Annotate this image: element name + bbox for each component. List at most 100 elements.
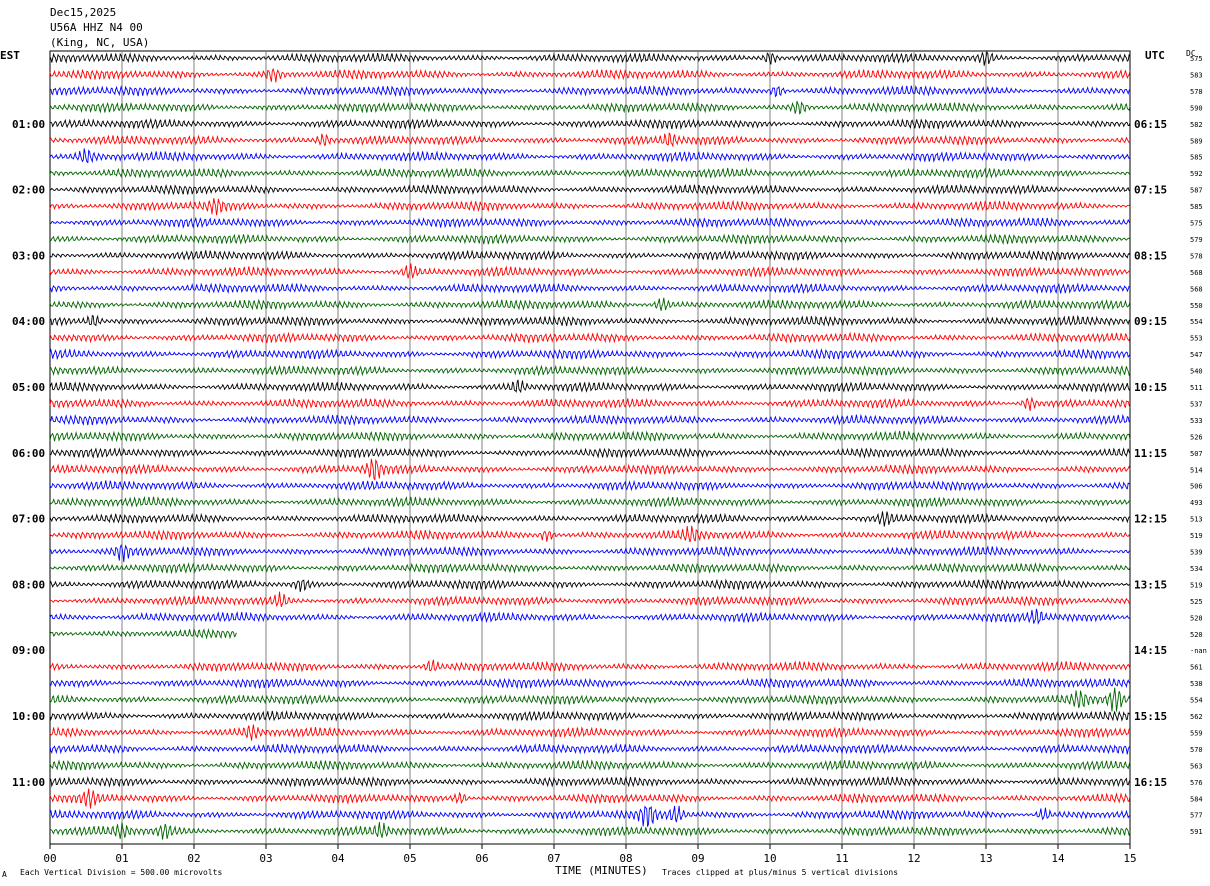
dc-offset-value: 563 [1190, 762, 1203, 770]
dc-offset-value: 568 [1190, 269, 1203, 277]
left-time-label: 06:00 [12, 447, 45, 460]
right-time-label: 15:15 [1134, 710, 1167, 723]
left-time-label: 08:00 [12, 578, 45, 591]
dc-offset-value: 540 [1190, 368, 1203, 376]
seismic-trace [49, 805, 1131, 827]
seismic-trace [50, 543, 1131, 563]
dc-offset-value: 526 [1190, 433, 1203, 441]
dc-offset-value: 590 [1190, 104, 1203, 112]
seismic-trace [49, 788, 1131, 809]
right-time-label: 11:15 [1134, 447, 1167, 460]
dc-offset-value: 582 [1190, 121, 1203, 129]
dc-offset-value: 539 [1190, 549, 1203, 557]
seismic-trace [49, 413, 1131, 426]
dc-offset-value: 576 [1190, 779, 1203, 787]
seismic-trace [49, 562, 1131, 574]
dc-offset-value: 519 [1190, 532, 1203, 540]
dc-offset-value: 547 [1190, 351, 1203, 359]
seismic-trace [49, 297, 1131, 311]
x-tick-label: 06 [475, 852, 488, 865]
dc-offset-value: 537 [1190, 400, 1203, 408]
left-time-label: 05:00 [12, 381, 45, 394]
dc-offset-value: 538 [1190, 680, 1203, 688]
dc-offset-value: 533 [1190, 417, 1203, 425]
seismic-trace [49, 364, 1131, 377]
dc-offset-value: 568 [1190, 285, 1203, 293]
left-time-label: 11:00 [12, 776, 45, 789]
x-tick-label: 08 [619, 852, 632, 865]
left-timezone-label: EST [0, 49, 20, 62]
seismic-trace [49, 100, 1131, 115]
dc-offset-value: 513 [1190, 516, 1203, 524]
seismic-trace [49, 167, 1131, 180]
station-location: (King, NC, USA) [50, 36, 150, 49]
dc-offset-value: 578 [1190, 88, 1203, 96]
x-tick-label: 04 [331, 852, 345, 865]
dc-offset-value: 584 [1190, 795, 1203, 803]
dc-offset-value: 587 [1190, 187, 1203, 195]
seismic-trace [49, 348, 1131, 361]
footer-clip-note: Traces clipped at plus/minus 5 vertical … [662, 868, 899, 877]
dc-offset-value: 514 [1190, 466, 1203, 474]
dc-offset-value: 519 [1190, 581, 1203, 589]
x-tick-label: 01 [115, 852, 128, 865]
dc-header-label: DC [1186, 49, 1196, 58]
dc-offset-value: 591 [1190, 828, 1203, 836]
right-time-label: 12:15 [1134, 513, 1167, 526]
seismic-trace [49, 628, 237, 640]
footer-scale-note: Each Vertical Division = 500.00 microvol… [20, 868, 223, 877]
seismic-trace [49, 148, 1131, 164]
seismic-trace [49, 430, 1131, 443]
dc-offset-value: 579 [1190, 236, 1203, 244]
seismic-trace [49, 446, 1131, 459]
seismic-trace [49, 759, 1131, 772]
seismic-trace [49, 677, 1131, 690]
x-axis-title: TIME (MINUTES) [555, 864, 648, 877]
dc-offset-value: 554 [1190, 697, 1203, 705]
left-time-label: 10:00 [12, 710, 45, 723]
seismic-trace [49, 458, 1131, 481]
dc-offset-value: 507 [1190, 450, 1203, 458]
dc-offset-value: 559 [1190, 729, 1203, 737]
dc-offset-value: 520 [1190, 631, 1203, 639]
seismic-trace [49, 331, 1131, 344]
right-time-label: 14:15 [1134, 644, 1167, 657]
right-time-label: 09:15 [1134, 315, 1167, 328]
x-tick-label: 14 [1051, 852, 1065, 865]
seismic-trace [49, 742, 1131, 755]
seismic-trace [49, 608, 1131, 625]
dc-offset-value: 575 [1190, 220, 1203, 228]
seismic-trace [49, 775, 1131, 788]
seismic-trace [49, 249, 1131, 262]
seismic-trace [49, 233, 1131, 245]
seismic-trace [49, 687, 1131, 712]
x-tick-label: 10 [763, 852, 776, 865]
dc-offset-value: 583 [1190, 71, 1203, 79]
dc-offset-value: 585 [1190, 154, 1203, 162]
dc-offset-value: 589 [1190, 137, 1203, 145]
seismic-trace [49, 710, 1131, 723]
x-tick-label: 09 [691, 852, 704, 865]
left-time-label: 09:00 [12, 644, 45, 657]
seismic-trace [49, 263, 1131, 279]
right-time-label: 08:15 [1134, 249, 1167, 262]
right-time-label: 07:15 [1134, 184, 1167, 197]
dc-offset-value: 577 [1190, 812, 1203, 820]
dc-offset-value: 585 [1190, 203, 1203, 211]
right-time-label: 16:15 [1134, 776, 1167, 789]
x-tick-label: 12 [907, 852, 920, 865]
dc-offset-value: 561 [1190, 664, 1203, 672]
dc-offset-value: 511 [1190, 384, 1203, 392]
dc-offset-value: 493 [1190, 499, 1203, 507]
seismic-trace [49, 198, 1131, 216]
left-time-label: 07:00 [12, 513, 45, 526]
seismic-trace [49, 67, 1131, 83]
dc-offset-value: 570 [1190, 746, 1203, 754]
seismic-trace [49, 724, 1131, 741]
dc-offset-value: 554 [1190, 318, 1203, 326]
seismic-trace [49, 282, 1131, 295]
left-time-label: 04:00 [12, 315, 45, 328]
seismic-trace [49, 132, 1131, 148]
left-time-label: 02:00 [12, 184, 45, 197]
